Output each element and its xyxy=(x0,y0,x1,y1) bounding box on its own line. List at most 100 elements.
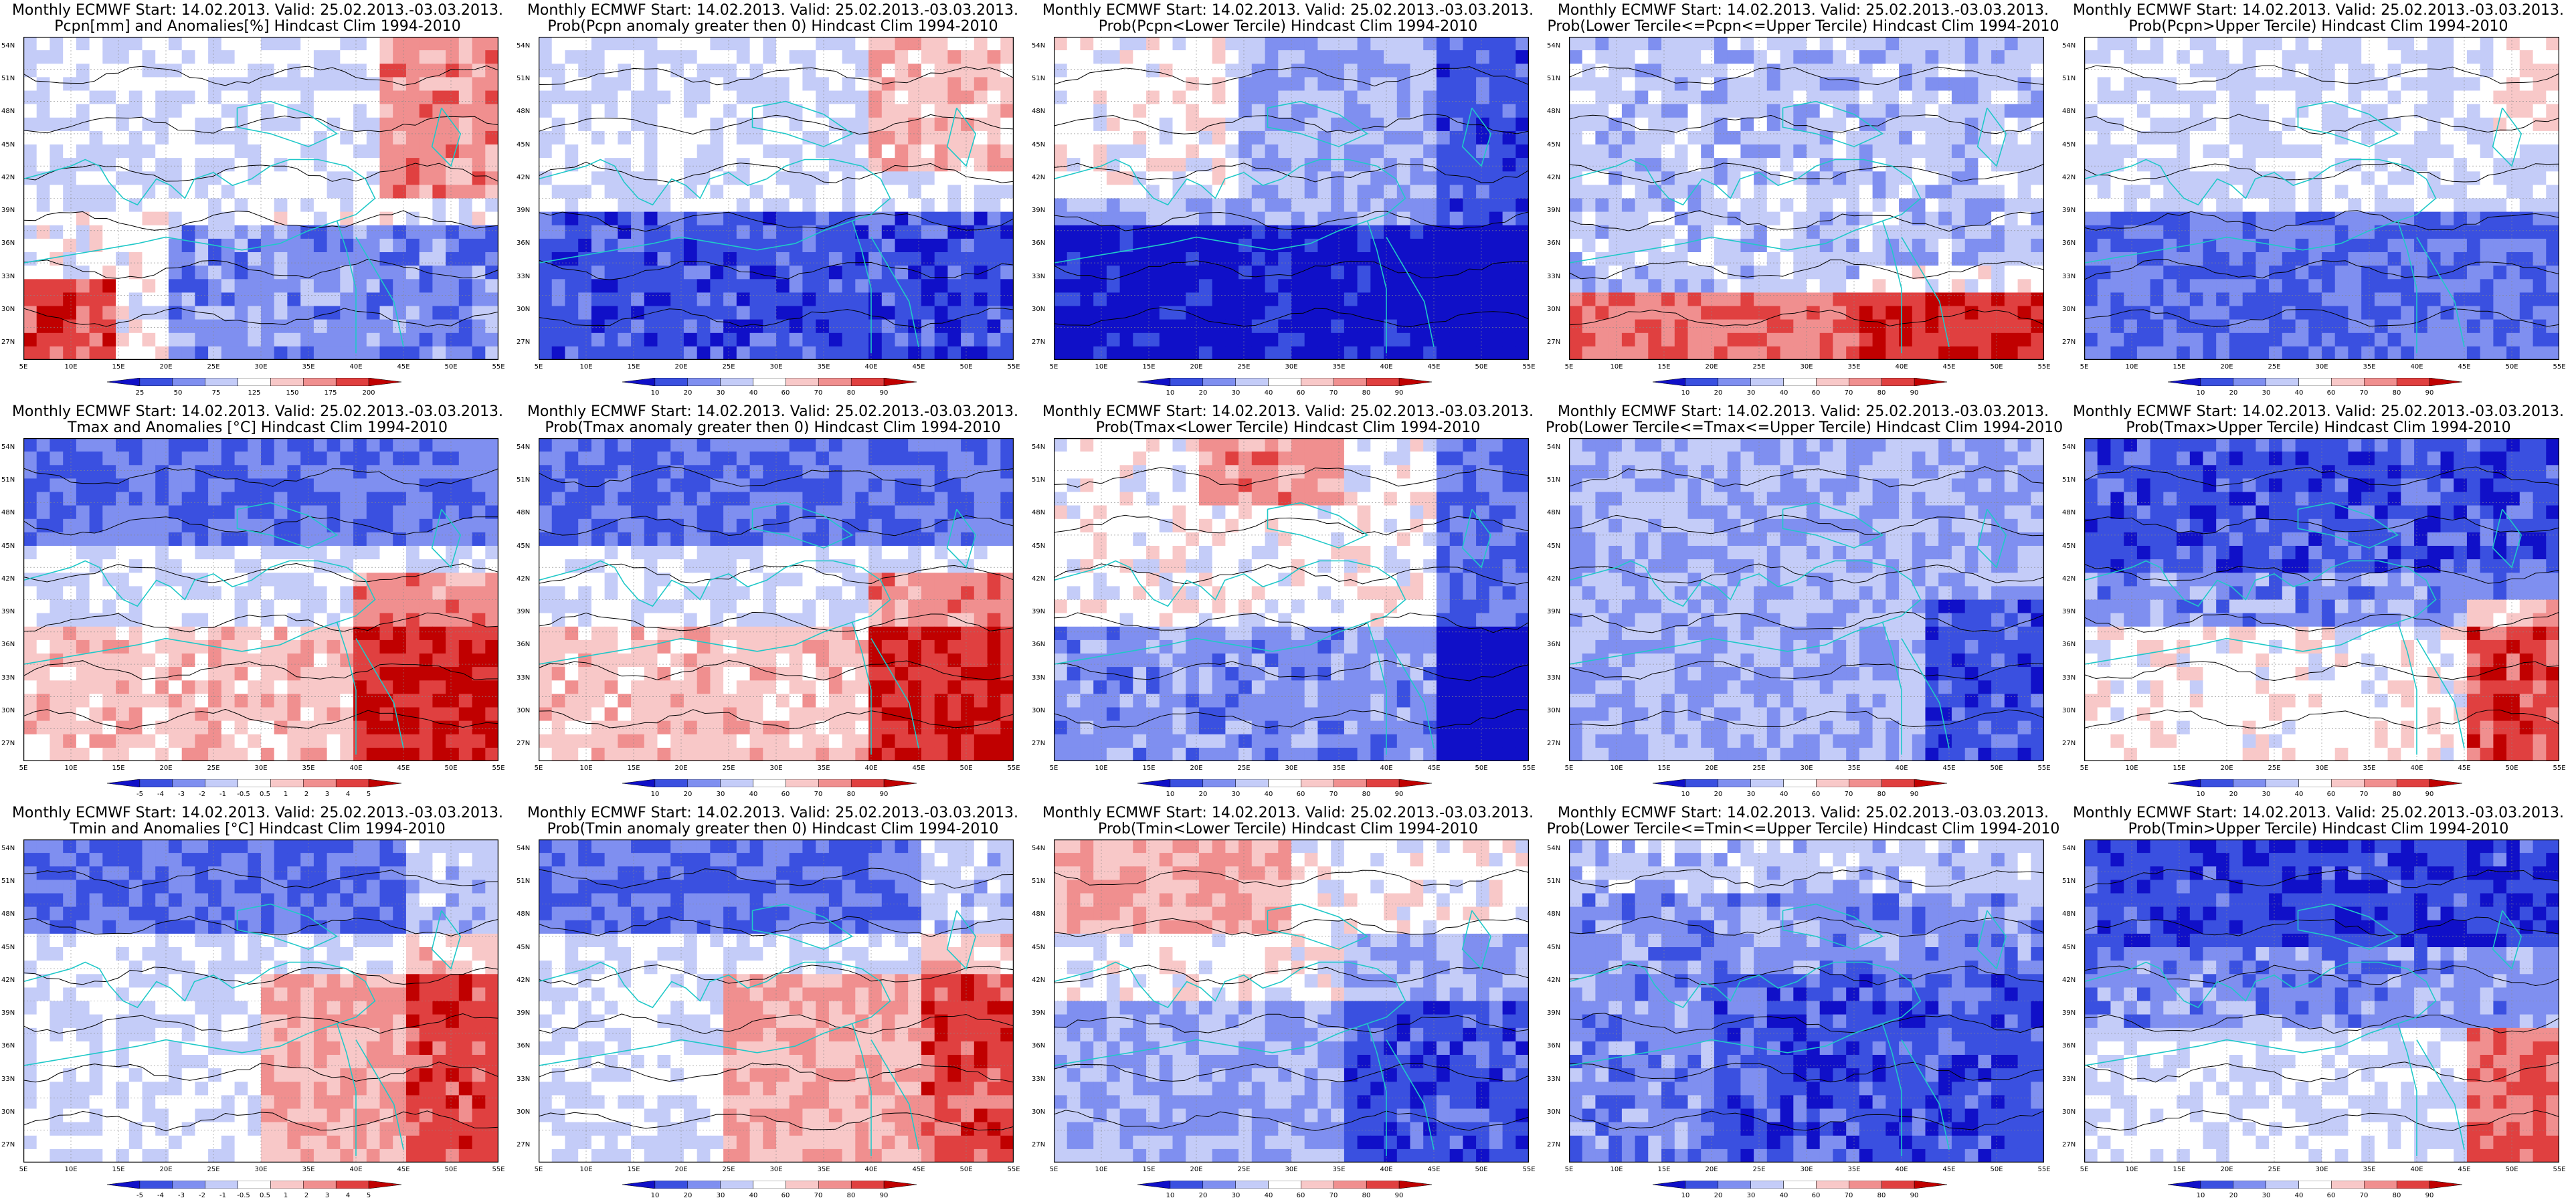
lat-tick-label: 33N xyxy=(2062,674,2076,682)
lon-tick-label: 25E xyxy=(207,1166,220,1173)
lat-tick-label: 42N xyxy=(2062,575,2076,583)
contour-line xyxy=(2084,308,2559,327)
lat-tick-label: 36N xyxy=(1547,239,1561,247)
colorbar-label: 20 xyxy=(1714,1192,1723,1199)
colorbar-label: 60 xyxy=(1811,791,1821,798)
lon-tick-label: 15E xyxy=(1657,1166,1671,1173)
lat-tick-label: 54N xyxy=(1547,845,1561,852)
contour-line xyxy=(1054,918,1529,938)
panel-title: Monthly ECMWF Start: 14.02.2013. Valid: … xyxy=(2072,805,2565,821)
coastline xyxy=(1782,903,1884,950)
lon-tick-label: 50E xyxy=(2505,363,2518,371)
colorbar-swatch xyxy=(1718,378,1751,386)
colorbar-label: 70 xyxy=(1844,791,1853,798)
lat-tick-label: 42N xyxy=(1,174,15,181)
coastline xyxy=(1569,560,1922,623)
lon-tick-label: 5E xyxy=(1049,1166,1059,1173)
colorbar xyxy=(622,1181,917,1189)
lon-tick-label: 10E xyxy=(64,765,78,772)
coastline xyxy=(336,1023,357,1157)
colorbar-label: 40 xyxy=(2294,791,2304,798)
lon-tick-label: 20E xyxy=(1705,765,1718,772)
lat-tick-label: 48N xyxy=(1547,910,1561,918)
coastline xyxy=(1386,1039,1435,1150)
colorbar-swatch xyxy=(1816,779,1849,787)
contour-line xyxy=(1054,1013,1529,1033)
lon-tick-label: 20E xyxy=(1705,1166,1718,1173)
contour-line xyxy=(539,1112,1014,1131)
lon-tick-label: 30E xyxy=(1285,765,1298,772)
coastline xyxy=(236,100,339,148)
lon-tick-label: 55E xyxy=(2037,765,2051,772)
contour-line xyxy=(1054,211,1529,231)
lon-tick-label: 35E xyxy=(2363,363,2376,371)
lon-tick-label: 35E xyxy=(2363,765,2376,772)
lon-tick-label: 5E xyxy=(1564,1166,1574,1173)
lon-tick-label: 10E xyxy=(1610,363,1623,371)
colorbar-label: 60 xyxy=(2326,791,2336,798)
lon-tick-label: 10E xyxy=(1610,765,1623,772)
lon-tick-label: 55E xyxy=(2553,765,2566,772)
colorbar-swatch xyxy=(850,1181,885,1189)
lat-tick-label: 54N xyxy=(1,845,15,852)
lon-tick-label: 40E xyxy=(1895,363,1908,371)
colorbar-label: 20 xyxy=(1198,1192,1208,1199)
lat-tick-label: 51N xyxy=(1,476,15,484)
colorbar-swatch xyxy=(622,779,656,787)
colorbar-label: 4 xyxy=(345,791,351,798)
contour-line xyxy=(1054,1063,1529,1082)
lon-tick-label: 30E xyxy=(1285,363,1298,371)
coastline xyxy=(1976,508,2007,569)
lon-tick-label: 55E xyxy=(492,765,505,772)
contour-line xyxy=(539,260,1014,280)
coastline xyxy=(1569,621,1883,665)
contour-line xyxy=(23,258,498,279)
colorbar-label: 20 xyxy=(2229,1192,2238,1199)
lat-tick-label: 33N xyxy=(2062,273,2076,280)
lat-tick-label: 30N xyxy=(517,707,531,714)
lon-tick-label: 35E xyxy=(817,363,830,371)
lon-tick-label: 5E xyxy=(2080,765,2089,772)
contour-line xyxy=(2084,1062,2559,1083)
lon-tick-label: 10E xyxy=(579,1166,593,1173)
contour-line xyxy=(1054,869,1529,888)
lat-tick-label: 39N xyxy=(1032,608,1046,615)
colorbar-swatch xyxy=(1268,1181,1301,1189)
colorbar-label: 90 xyxy=(879,1192,889,1199)
lon-tick-label: 55E xyxy=(492,363,505,371)
lat-tick-label: 27N xyxy=(2062,740,2076,747)
lon-tick-label: 30E xyxy=(1800,765,1813,772)
colorbar-label: 20 xyxy=(1714,389,1723,397)
lat-tick-label: 33N xyxy=(2062,1076,2076,1083)
lat-tick-label: 30N xyxy=(1032,306,1046,313)
colorbar xyxy=(1137,1181,1432,1189)
coastline xyxy=(1267,100,1369,148)
lon-tick-label: 10E xyxy=(2125,1166,2138,1173)
colorbar-label: 60 xyxy=(781,791,790,798)
colorbar-label: -0.5 xyxy=(237,1192,250,1199)
coastline xyxy=(1901,237,1950,347)
lat-tick-label: 51N xyxy=(1547,878,1561,885)
lat-tick-label: 30N xyxy=(517,1108,531,1116)
lon-tick-label: 20E xyxy=(159,1166,173,1173)
lat-tick-label: 54N xyxy=(1032,42,1046,49)
lon-tick-label: 35E xyxy=(2363,1166,2376,1173)
colorbar-label: 90 xyxy=(2425,389,2434,397)
colorbar-label: 90 xyxy=(879,389,889,397)
map-plot xyxy=(2084,438,2559,761)
colorbar-swatch xyxy=(205,779,238,787)
map-svg xyxy=(1054,37,1529,360)
lat-tick-label: 27N xyxy=(517,338,531,346)
lat-tick-label: 30N xyxy=(2062,1108,2076,1116)
lat-tick-label: 45N xyxy=(1,944,15,951)
colorbar-swatch xyxy=(1366,779,1400,787)
colorbar-swatch xyxy=(1914,1181,1947,1189)
colorbar-swatch xyxy=(2298,779,2332,787)
lon-tick-label: 45E xyxy=(397,1166,410,1173)
colorbar-swatch xyxy=(1783,378,1817,386)
lat-tick-label: 36N xyxy=(1,641,15,648)
contour-line xyxy=(539,114,1014,135)
coastline xyxy=(1461,910,1492,970)
colorbar-swatch xyxy=(2168,378,2201,386)
contour-line xyxy=(539,868,1014,889)
